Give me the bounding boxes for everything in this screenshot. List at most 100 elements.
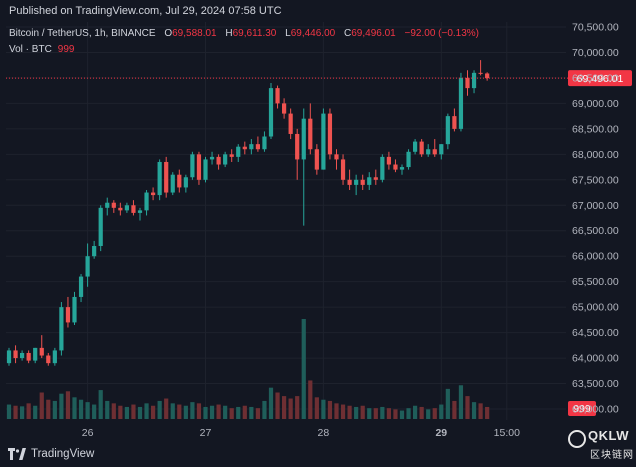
x-tick-label: 28 xyxy=(318,427,330,439)
y-tick-label: 69,500.00 xyxy=(572,72,619,84)
volume-bar xyxy=(39,392,44,419)
volume-bar xyxy=(413,405,418,419)
candle-body xyxy=(223,154,228,165)
candle-body xyxy=(249,144,254,150)
candle-body xyxy=(275,88,280,104)
volume-bar xyxy=(229,408,234,419)
time-axis[interactable]: 26 27 28 29 15:00 xyxy=(82,427,520,439)
candle-body xyxy=(144,192,149,211)
candle-body xyxy=(360,179,365,185)
ohlc-legend: Bitcoin / TetherUS, 1h, BINANCE O69,588.… xyxy=(9,28,479,39)
candle-body xyxy=(295,133,300,160)
volume-bar xyxy=(262,400,267,419)
candle-body xyxy=(33,347,38,361)
candle-body xyxy=(183,177,188,188)
candle-body xyxy=(308,118,313,150)
tradingview-logo[interactable]: TradingView xyxy=(8,448,94,460)
volume-bar xyxy=(85,402,90,419)
y-tick-label: 68,000.00 xyxy=(572,149,619,161)
candle-body xyxy=(196,154,202,180)
price-chart[interactable]: 69,496.01 999 63,000.00 63,500.00 64,000.00… xyxy=(0,22,636,442)
price-axis[interactable]: 63,000.00 63,500.00 64,000.00 64,500.00 65,0… xyxy=(572,22,619,416)
volume-bar xyxy=(295,396,300,419)
last-volume-label: 999 xyxy=(573,403,591,415)
candle-body xyxy=(393,164,398,170)
volume-bar xyxy=(314,397,319,419)
volume-bar xyxy=(288,398,293,419)
candle-body xyxy=(419,141,424,155)
volume-bar xyxy=(471,402,477,419)
candle-body xyxy=(268,88,274,137)
volume-bar xyxy=(465,396,470,419)
volume-bar xyxy=(151,405,156,419)
candle-body xyxy=(327,113,333,155)
y-tick-label: 64,000.00 xyxy=(572,353,619,365)
y-tick-label: 66,000.00 xyxy=(572,251,619,263)
volume-bar xyxy=(439,404,444,419)
high-value: 69,611.30 xyxy=(232,28,277,39)
volume-bar xyxy=(452,400,457,419)
candle-body xyxy=(445,116,450,145)
last-price-tag xyxy=(568,70,632,87)
candle-body xyxy=(20,352,25,359)
volume-bar xyxy=(268,387,274,419)
volume-bar xyxy=(13,405,18,419)
candle-body xyxy=(151,192,156,196)
candle-body xyxy=(59,307,64,351)
volume-bar xyxy=(177,404,182,419)
volume-bar xyxy=(308,380,313,419)
volume-label: Vol · BTC xyxy=(9,44,52,55)
candle-body xyxy=(26,352,31,361)
volume-bars xyxy=(6,319,490,419)
open-label: O xyxy=(164,28,173,39)
volume-bar xyxy=(327,400,333,419)
volume-bar xyxy=(426,409,431,419)
candle-body xyxy=(471,72,477,89)
volume-bar xyxy=(72,397,77,419)
candle-body xyxy=(262,136,267,150)
volume-bar xyxy=(354,406,359,419)
volume-bar xyxy=(170,403,175,419)
candle-body xyxy=(465,77,470,89)
volume-bar xyxy=(105,400,110,419)
last-price-label: 69,496.01 xyxy=(577,73,624,85)
candle-body xyxy=(242,146,247,150)
candle-body xyxy=(236,146,241,157)
candle-body xyxy=(177,174,182,188)
watermark-text: QKLW xyxy=(588,428,629,443)
open-value: 69,588.01 xyxy=(172,28,217,39)
candle-body xyxy=(380,156,385,180)
y-tick-label: 68,500.00 xyxy=(572,123,619,135)
volume-bar xyxy=(445,388,450,419)
candle-body xyxy=(203,159,208,180)
candle-body xyxy=(131,205,136,213)
volume-bar xyxy=(6,404,12,419)
volume-bar xyxy=(282,396,287,419)
volume-bar xyxy=(203,406,208,419)
top-bar: Published on TradingView.com, Jul 29, 20… xyxy=(0,0,636,22)
candle-body xyxy=(354,179,359,185)
y-tick-label: 63,500.00 xyxy=(572,378,619,390)
tradingview-logo-text: TradingView xyxy=(31,448,95,460)
candle-body xyxy=(52,350,57,364)
x-tick-label: 26 xyxy=(82,427,94,439)
candle-body xyxy=(485,73,490,79)
candle-body xyxy=(78,276,84,297)
volume-bar xyxy=(340,404,346,419)
volume-bar xyxy=(52,400,57,419)
volume-bar xyxy=(183,405,188,419)
volume-bar xyxy=(164,398,169,419)
y-tick-label: 65,500.00 xyxy=(572,276,619,288)
y-tick-label: 67,000.00 xyxy=(572,200,619,212)
volume-bar xyxy=(98,390,103,419)
volume-bar xyxy=(65,391,71,419)
candle-body xyxy=(190,154,195,178)
candle-body xyxy=(347,179,352,185)
grid xyxy=(6,22,566,420)
low-label: L xyxy=(285,28,291,39)
tradingview-logo-icon xyxy=(8,448,26,460)
candle-body xyxy=(432,149,437,155)
close-value: 69,496.01 xyxy=(351,28,396,39)
candle-body xyxy=(301,118,306,160)
close-label: C xyxy=(344,28,352,39)
